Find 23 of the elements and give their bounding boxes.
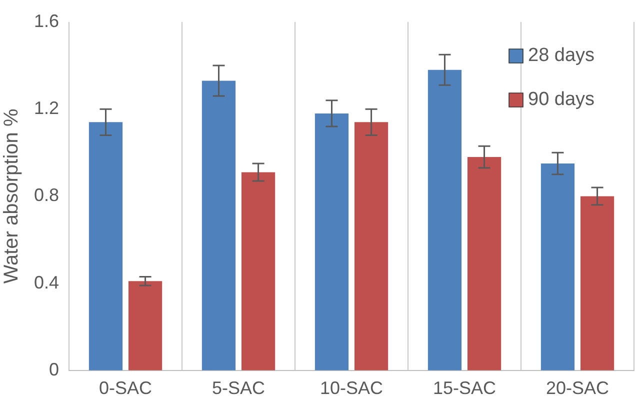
bar bbox=[580, 196, 614, 370]
x-tick-label: 20-SAC bbox=[546, 378, 610, 398]
bar bbox=[354, 122, 388, 370]
x-tick-label: 15-SAC bbox=[432, 378, 496, 398]
y-tick-label: 0.8 bbox=[34, 185, 60, 206]
bar bbox=[88, 122, 123, 370]
x-tick-label: 10-SAC bbox=[320, 378, 384, 398]
y-axis-title: Water absorption % bbox=[0, 108, 23, 284]
bar bbox=[241, 172, 276, 370]
x-tick-label: 0-SAC bbox=[99, 378, 152, 398]
y-tick-label: 1.6 bbox=[34, 10, 60, 31]
y-tick-label: 0 bbox=[49, 359, 60, 380]
x-tick-label: 5-SAC bbox=[212, 378, 266, 398]
bar bbox=[314, 113, 349, 370]
legend-label: 90 days bbox=[528, 89, 595, 110]
y-tick-label: 0.4 bbox=[34, 272, 60, 292]
legend-label: 28 days bbox=[528, 45, 595, 66]
y-tick-label: 1.2 bbox=[34, 98, 60, 118]
bar bbox=[467, 157, 502, 370]
bar bbox=[128, 281, 162, 370]
bar bbox=[540, 164, 575, 370]
bar bbox=[202, 80, 236, 370]
bar bbox=[428, 70, 462, 370]
